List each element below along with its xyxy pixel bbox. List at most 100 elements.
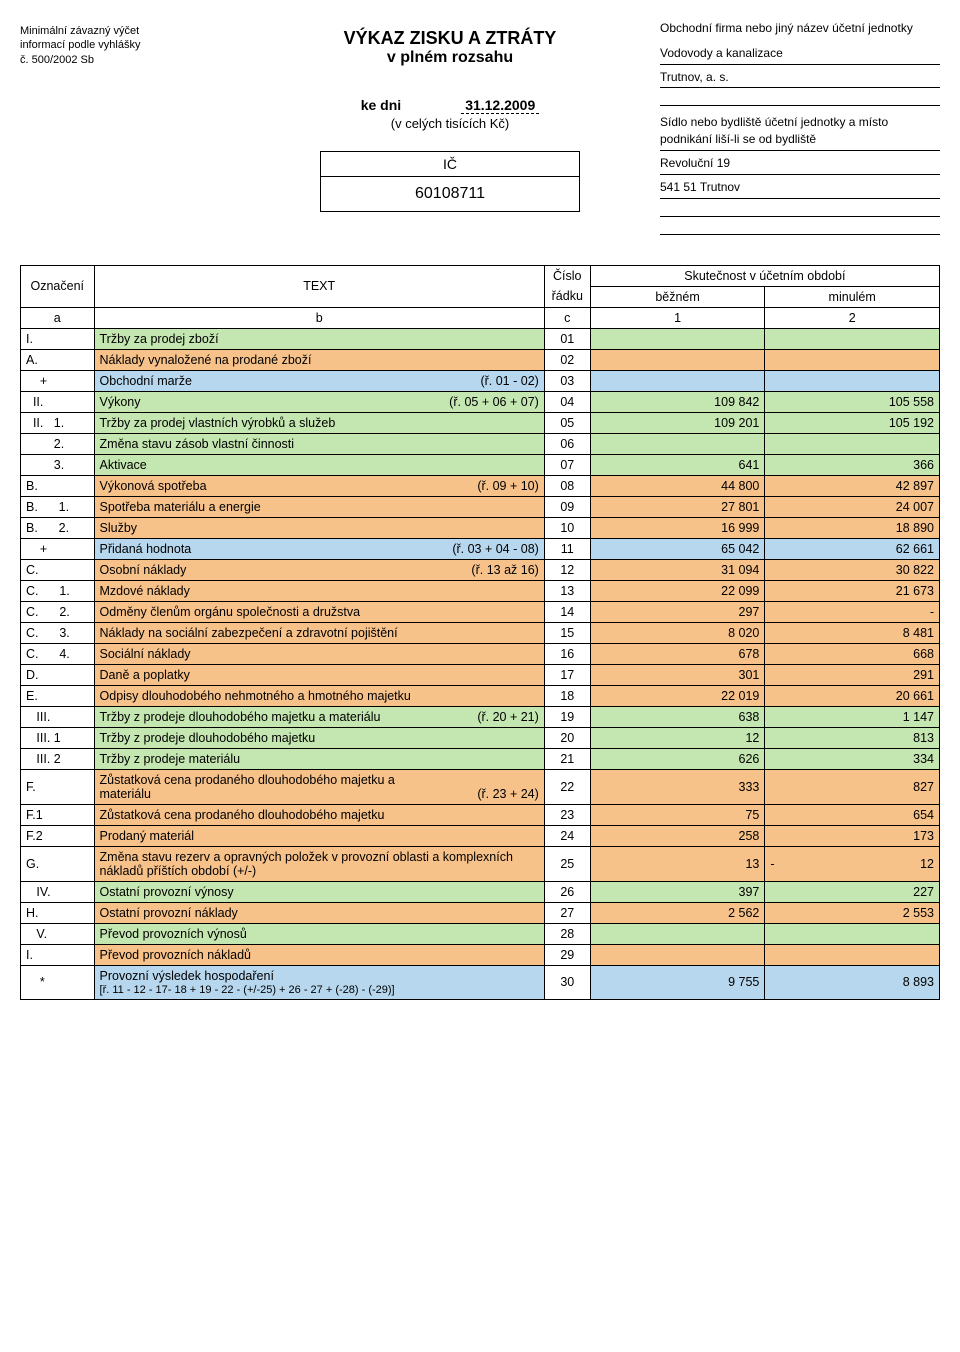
table-row: C. 4.Sociální náklady16678668 (21, 643, 940, 664)
table-row: C. 1.Mzdové náklady1322 09921 673 (21, 580, 940, 601)
cell-row-number: 28 (544, 923, 590, 944)
document-header: Minimální závazný výčet informací podle … (20, 20, 940, 235)
table-row: C.Osobní náklady(ř. 13 až 16)1231 09430 … (21, 559, 940, 580)
cell-text: Sociální náklady (94, 643, 544, 664)
cell-prior-period: 813 (765, 727, 940, 748)
cell-text: Daně a poplatky (94, 664, 544, 685)
blank-line-2 (660, 199, 940, 217)
hdr-b: b (94, 307, 544, 328)
cell-current-period: 2 562 (590, 902, 765, 923)
cell-text: Aktivace (94, 454, 544, 475)
cell-prior-period: 334 (765, 748, 940, 769)
cell-current-period (590, 328, 765, 349)
cell-row-number: 19 (544, 706, 590, 727)
cell-row-number: 12 (544, 559, 590, 580)
cell-oznaceni: 2. (21, 433, 95, 454)
cell-oznaceni: II. (21, 391, 95, 412)
cell-prior-period: 668 (765, 643, 940, 664)
cell-current-period: 109 201 (590, 412, 765, 433)
cell-oznaceni: I. (21, 328, 95, 349)
table-row: I.Převod provozních nákladů29 (21, 944, 940, 965)
cell-row-number: 07 (544, 454, 590, 475)
financial-table: Označení TEXT Číslo Skutečnost v účetním… (20, 265, 940, 1001)
cell-current-period: 109 842 (590, 391, 765, 412)
company-name-1: Vodovody a kanalizace (660, 41, 940, 65)
cell-oznaceni: V. (21, 923, 95, 944)
cell-prior-period: 2 553 (765, 902, 940, 923)
hdr-bezne: běžném (590, 286, 765, 307)
cell-row-number: 15 (544, 622, 590, 643)
table-row: III. 1Tržby z prodeje dlouhodobého majet… (21, 727, 940, 748)
table-row: B. 1.Spotřeba materiálu a energie0927 80… (21, 496, 940, 517)
cell-oznaceni: E. (21, 685, 95, 706)
cell-current-period: 678 (590, 643, 765, 664)
cell-text: Změna stavu zásob vlastní činnosti (94, 433, 544, 454)
cell-prior-period: 366 (765, 454, 940, 475)
cell-current-period: 22 019 (590, 685, 765, 706)
cell-oznaceni: B. 1. (21, 496, 95, 517)
cell-prior-period: 8 893 (765, 965, 940, 1000)
cell-oznaceni: III. (21, 706, 95, 727)
cell-text: Tržby za prodej vlastních výrobků a služ… (94, 412, 544, 433)
cell-prior-period: 173 (765, 825, 940, 846)
cell-oznaceni: F.1 (21, 804, 95, 825)
table-row: D.Daně a poplatky17301291 (21, 664, 940, 685)
cell-current-period: 641 (590, 454, 765, 475)
cell-oznaceni: IV. (21, 881, 95, 902)
table-row: E.Odpisy dlouhodobého nehmotného a hmotn… (21, 685, 940, 706)
table-row: +Obchodní marže(ř. 01 - 02)03 (21, 370, 940, 391)
cell-text: Osobní náklady(ř. 13 až 16) (94, 559, 544, 580)
table-row: *Provozní výsledek hospodaření[ř. 11 - 1… (21, 965, 940, 1000)
cell-row-number: 09 (544, 496, 590, 517)
table-row: II.Výkony(ř. 05 + 06 + 07)04109 842105 5… (21, 391, 940, 412)
cell-row-number: 30 (544, 965, 590, 1000)
cell-prior-period (765, 349, 940, 370)
cell-text: Přidaná hodnota(ř. 03 + 04 - 08) (94, 538, 544, 559)
title-block: VÝKAZ ZISKU A ZTRÁTY v plném rozsahu ke … (240, 20, 660, 235)
company-name-2: Trutnov, a. s. (660, 65, 940, 89)
hdr-c: c (544, 307, 590, 328)
table-row: +Přidaná hodnota(ř. 03 + 04 - 08)1165 04… (21, 538, 940, 559)
cell-row-number: 14 (544, 601, 590, 622)
cell-text: Tržby z prodeje dlouhodobého majetku (94, 727, 544, 748)
cell-current-period (590, 433, 765, 454)
cell-current-period: 27 801 (590, 496, 765, 517)
table-row: F.2Prodaný materiál24258173 (21, 825, 940, 846)
cell-prior-period: 105 192 (765, 412, 940, 433)
cell-current-period: 638 (590, 706, 765, 727)
cell-prior-period: 18 890 (765, 517, 940, 538)
cell-prior-period: 20 661 (765, 685, 940, 706)
cell-text: Tržby za prodej zboží (94, 328, 544, 349)
reg-line-1: Minimální závazný výčet (20, 24, 240, 38)
cell-current-period (590, 349, 765, 370)
cell-row-number: 29 (544, 944, 590, 965)
as-of-label: ke dni (361, 97, 401, 113)
cell-oznaceni: D. (21, 664, 95, 685)
table-row: H.Ostatní provozní náklady272 5622 553 (21, 902, 940, 923)
cell-oznaceni: G. (21, 846, 95, 881)
hdr-1: 1 (590, 307, 765, 328)
cell-row-number: 17 (544, 664, 590, 685)
cell-text: Náklady vynaložené na prodané zboží (94, 349, 544, 370)
cell-current-period: 397 (590, 881, 765, 902)
cell-current-period (590, 944, 765, 965)
cell-oznaceni: 3. (21, 454, 95, 475)
cell-row-number: 06 (544, 433, 590, 454)
cell-current-period: 65 042 (590, 538, 765, 559)
cell-prior-period (765, 370, 940, 391)
cell-oznaceni: F.2 (21, 825, 95, 846)
cell-oznaceni: H. (21, 902, 95, 923)
cell-oznaceni: B. (21, 475, 95, 496)
ic-block: IČ 60108711 (320, 151, 580, 212)
reg-line-2: informací podle vyhlášky (20, 38, 240, 52)
table-row: B.Výkonová spotřeba(ř. 09 + 10)0844 8004… (21, 475, 940, 496)
cell-text: Prodaný materiál (94, 825, 544, 846)
units-note: (v celých tisících Kč) (240, 116, 660, 131)
cell-oznaceni: II. 1. (21, 412, 95, 433)
cell-text: Mzdové náklady (94, 580, 544, 601)
cell-row-number: 21 (544, 748, 590, 769)
cell-current-period: 626 (590, 748, 765, 769)
cell-current-period: 8 020 (590, 622, 765, 643)
cell-prior-period: 21 673 (765, 580, 940, 601)
cell-oznaceni: + (21, 370, 95, 391)
